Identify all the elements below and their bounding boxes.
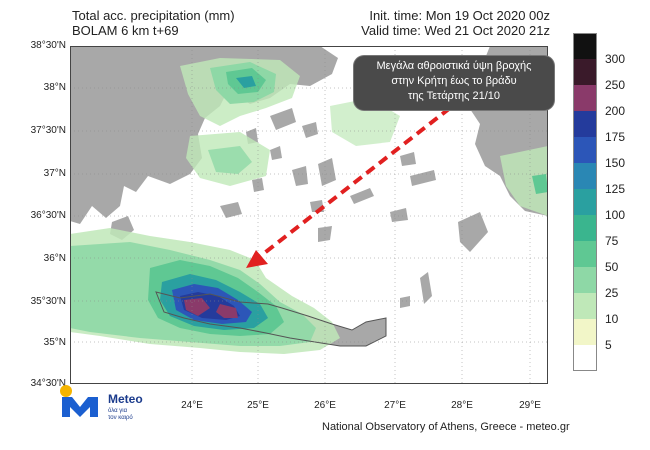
kos: [410, 170, 436, 186]
paros: [292, 166, 308, 186]
lon-label: 24°E: [181, 400, 203, 411]
karpathos: [420, 272, 432, 304]
precipitation-shading: [70, 58, 548, 354]
kasos: [400, 296, 410, 308]
lon-label: 27°E: [384, 400, 406, 411]
lat-label: 37°30'N: [30, 125, 66, 136]
lat-label: 34°30'N: [30, 378, 66, 389]
naxos: [318, 158, 336, 186]
annotation-line: Μεγάλα αθροιστικά ύψη βροχής: [376, 60, 532, 72]
header-left: Total acc. precipitation (mm) BOLAM 6 km…: [72, 8, 235, 38]
lat-label: 38°N: [43, 82, 66, 93]
colorbar-swatch: [573, 345, 597, 371]
lon-label: 25°E: [247, 400, 269, 411]
lon-label: 26°E: [314, 400, 336, 411]
annotation-callout: Μεγάλα αθροιστικά ύψη βροχής στην Κρήτη …: [354, 56, 554, 110]
colorbar-label: 100: [605, 208, 626, 222]
annotation-line: της Τετάρτης 21/10: [407, 90, 501, 102]
chart-title: Total acc. precipitation (mm): [72, 8, 235, 23]
colorbar-swatch: [573, 267, 597, 293]
lon-label: 29°E: [519, 400, 541, 411]
colorbar-swatch: [573, 85, 597, 111]
sifnos: [252, 178, 264, 192]
colorbar-swatch: [573, 319, 597, 345]
logo-name: Meteo: [108, 392, 143, 406]
colorbar-label: 75: [605, 234, 619, 248]
valid-time: Valid time: Wed 21 Oct 2020 21z: [361, 23, 550, 38]
colorbar-swatch: [573, 163, 597, 189]
colorbar-label: 300: [605, 52, 626, 66]
lat-label: 35°N: [43, 337, 66, 348]
crete-outline: [155, 291, 387, 347]
colorbar-label: 250: [605, 78, 626, 92]
andros: [270, 108, 296, 130]
rhodes: [458, 212, 488, 252]
colorbar-swatch: [573, 215, 597, 241]
model-info: BOLAM 6 km t+69: [72, 23, 179, 38]
meteo-logo-icon: [60, 385, 98, 417]
colorbar-label: 25: [605, 286, 619, 300]
astypalaia: [390, 208, 408, 222]
milos: [220, 202, 242, 218]
colorbar-label: 150: [605, 156, 626, 170]
colorbar-label: 200: [605, 104, 626, 118]
lat-label: 38°30'N: [30, 40, 66, 51]
tinos: [302, 122, 318, 138]
colorbar-swatch: [573, 189, 597, 215]
colorbar-swatch: [573, 59, 597, 85]
colorbar-swatch: [573, 137, 597, 163]
logo-tagline-line: όλα για: [108, 408, 128, 414]
colorbar-label: 10: [605, 312, 619, 326]
init-time: Init. time: Mon 19 Oct 2020 00z: [369, 8, 550, 23]
colorbar-label: 125: [605, 182, 626, 196]
colorbar-swatch: [573, 293, 597, 319]
amorgos: [350, 188, 374, 204]
colorbar-swatch: [573, 111, 597, 137]
lat-label: 36°N: [43, 253, 66, 264]
logo-tagline: όλα για τον καιρό: [108, 408, 133, 422]
colorbar-label: 5: [605, 338, 612, 352]
lat-label: 35°30'N: [30, 296, 66, 307]
lon-label: 28°E: [451, 400, 473, 411]
header-right: Init. time: Mon 19 Oct 2020 00z Valid ti…: [361, 8, 550, 38]
lat-label: 37°N: [43, 168, 66, 179]
logo-tagline-line: τον καιρό: [108, 415, 133, 421]
footer-credit: National Observatory of Athens, Greece -…: [322, 421, 570, 433]
lat-label: 36°30'N: [30, 210, 66, 221]
colorbar-label: 50: [605, 260, 619, 274]
syros: [270, 146, 282, 160]
kalymnos: [400, 152, 416, 166]
annotation-line: στην Κρήτη έως το βράδυ: [391, 75, 517, 87]
colorbar-swatch: [573, 241, 597, 267]
colorbar-label: 175: [605, 130, 626, 144]
annotation-arrow: [246, 106, 452, 268]
colorbar-swatch: [573, 33, 597, 59]
map-frame: [70, 46, 548, 384]
